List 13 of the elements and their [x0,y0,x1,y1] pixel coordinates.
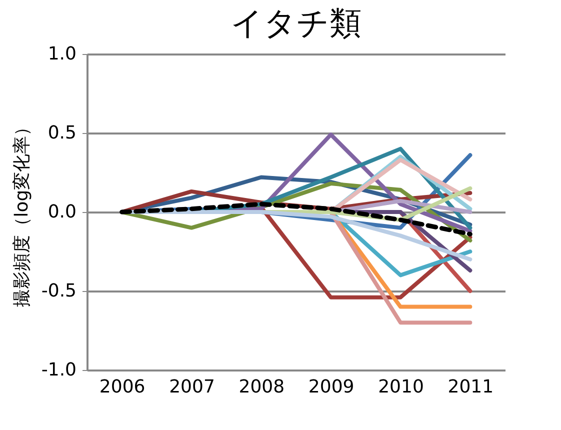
y-tick-label: 0.5 [48,122,76,144]
y-tick-label: -0.5 [41,280,76,302]
x-tick-label: 2009 [308,376,354,398]
y-tick-label: 0.0 [48,202,76,222]
y-axis-title: 撮影頻度（log変化率） [11,118,32,308]
y-tick-label: 1.0 [48,44,76,64]
chart-title: イタチ類 [230,4,362,42]
x-tick-label: 2006 [99,376,146,398]
x-tick-label: 2011 [448,376,494,398]
y-tick-label: -1.0 [41,360,76,380]
x-tick-label: 2007 [169,376,215,398]
x-tick-label: 2010 [378,376,424,398]
x-tick-label: 2008 [238,376,285,398]
